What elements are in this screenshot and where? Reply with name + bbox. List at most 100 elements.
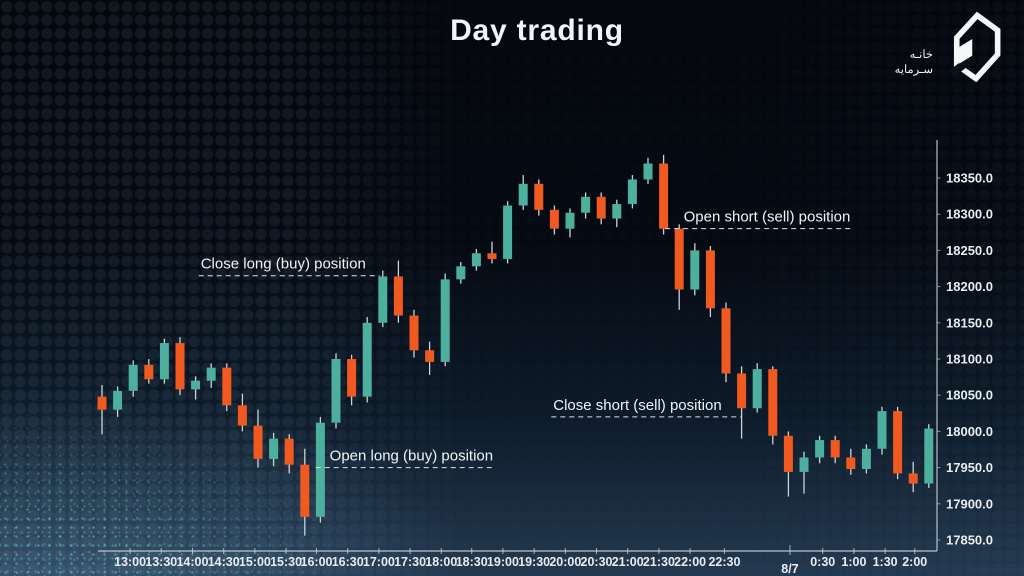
- candle-body-up: [362, 322, 372, 397]
- candle-body-down: [425, 350, 435, 362]
- candle-body-down: [409, 315, 419, 351]
- price-tick-label: 18050.0: [946, 388, 993, 403]
- time-tick-label: 0:30: [810, 555, 835, 569]
- candle-body-down: [300, 464, 310, 517]
- candle-body-up: [799, 457, 809, 472]
- candle-body-down: [705, 250, 715, 309]
- time-tick-label: 17:30: [394, 555, 426, 569]
- candle-body-up: [752, 369, 762, 409]
- time-tick-label: 17:00: [363, 555, 395, 569]
- candle-body-down: [253, 425, 263, 459]
- time-tick-label: 1:00: [841, 555, 866, 569]
- candle-body-up: [815, 440, 825, 458]
- candle-body-down: [737, 373, 747, 409]
- price-tick-label: 18250.0: [946, 243, 993, 258]
- date-label: 8/7: [781, 562, 798, 576]
- price-tick-label: 18100.0: [946, 352, 993, 367]
- time-tick-label: 19:30: [518, 555, 550, 569]
- candle-body-down: [97, 396, 107, 410]
- time-tick-label: 21:30: [643, 555, 675, 569]
- candle-body-up: [128, 364, 138, 391]
- candle-body-up: [159, 343, 169, 380]
- brand-name-line1: خانـه: [909, 49, 933, 62]
- candle-body-up: [113, 390, 123, 410]
- time-tick-label: 14:30: [208, 555, 240, 569]
- time-tick-label: 14:00: [176, 555, 208, 569]
- time-tick-label: 21:00: [612, 555, 644, 569]
- annotation-label-open-short-sell-position: Open short (sell) position: [684, 209, 851, 226]
- candle-body-up: [315, 422, 325, 517]
- candle-body-down: [284, 438, 294, 465]
- time-tick-label: 16:00: [301, 555, 333, 569]
- time-tick-label: 1:30: [873, 555, 898, 569]
- candle-body-down: [549, 209, 559, 229]
- candle-body-down: [830, 440, 840, 458]
- candle-body-down: [237, 405, 247, 426]
- candle-body-up: [924, 428, 934, 484]
- candle-body-up: [627, 179, 637, 205]
- candle-body-up: [456, 266, 466, 280]
- time-tick-label: 20:30: [581, 555, 613, 569]
- candle-body-down: [175, 343, 185, 390]
- candle-body-down: [768, 369, 778, 436]
- candle-body-down: [893, 411, 903, 474]
- candle-body-up: [612, 204, 622, 219]
- time-tick-label: 15:30: [270, 555, 302, 569]
- candle-body-up: [518, 183, 528, 206]
- candle-body-up: [643, 163, 653, 180]
- time-tick-label: 22:30: [708, 555, 740, 569]
- time-tick-label: 19:00: [487, 555, 519, 569]
- annotation-label-close-short-sell-position: Close short (sell) position: [553, 397, 721, 414]
- time-tick-label: 2:00: [902, 555, 927, 569]
- candle-body-up: [191, 380, 201, 390]
- candle-body-down: [674, 228, 684, 290]
- time-tick-label: 13:00: [114, 555, 146, 569]
- candle-body-down: [534, 183, 544, 210]
- candle-body-down: [908, 473, 918, 484]
- time-tick-label: 13:30: [145, 555, 177, 569]
- candle-body-down: [659, 163, 669, 229]
- price-tick-label: 18350.0: [946, 171, 993, 186]
- time-tick-label: 16:30: [332, 555, 364, 569]
- candle-body-up: [581, 196, 591, 213]
- candle-body-up: [378, 276, 388, 323]
- price-tick-label: 18150.0: [946, 315, 993, 330]
- candle-body-down: [487, 253, 497, 260]
- candle-body-up: [877, 411, 887, 449]
- price-tick-label: 17900.0: [946, 496, 993, 511]
- price-tick-label: 17850.0: [946, 533, 993, 548]
- candle-body-down: [144, 364, 154, 380]
- candle-body-up: [331, 359, 341, 423]
- price-tick-label: 18000.0: [946, 424, 993, 439]
- annotation-label-open-long-buy-position: Open long (buy) position: [330, 448, 493, 465]
- candle-body-up: [471, 253, 481, 267]
- price-tick-label: 18300.0: [946, 207, 993, 222]
- house-icon: [949, 12, 1001, 82]
- annotation-label-close-long-buy-position: Close long (buy) position: [201, 256, 366, 273]
- candle-body-up: [861, 448, 871, 470]
- brand-name-line2: سـرمايه: [894, 63, 933, 76]
- candle-body-up: [440, 279, 450, 362]
- candle-body-down: [846, 457, 856, 470]
- time-tick-label: 18:30: [456, 555, 488, 569]
- candle-body-down: [783, 435, 793, 472]
- candle-body-up: [503, 205, 513, 260]
- page-title: Day trading: [450, 14, 624, 47]
- time-tick-label: 15:00: [239, 555, 271, 569]
- candle-body-up: [690, 250, 700, 290]
- candle-body-down: [596, 196, 606, 219]
- time-tick-label: 22:00: [674, 555, 706, 569]
- candle-body-up: [206, 367, 216, 381]
- candle-body-up: [565, 212, 575, 229]
- candle-body-up: [269, 438, 279, 459]
- time-tick-label: 18:00: [425, 555, 457, 569]
- brand-logo: خانـه سـرمايه: [895, 12, 1002, 82]
- candle-body-down: [347, 359, 357, 397]
- brand-name: خانـه سـرمايه: [895, 48, 933, 77]
- price-tick-label: 18200.0: [946, 279, 993, 294]
- candle-body-down: [721, 308, 731, 374]
- time-tick-label: 20:00: [549, 555, 581, 569]
- candle-body-down: [222, 367, 232, 406]
